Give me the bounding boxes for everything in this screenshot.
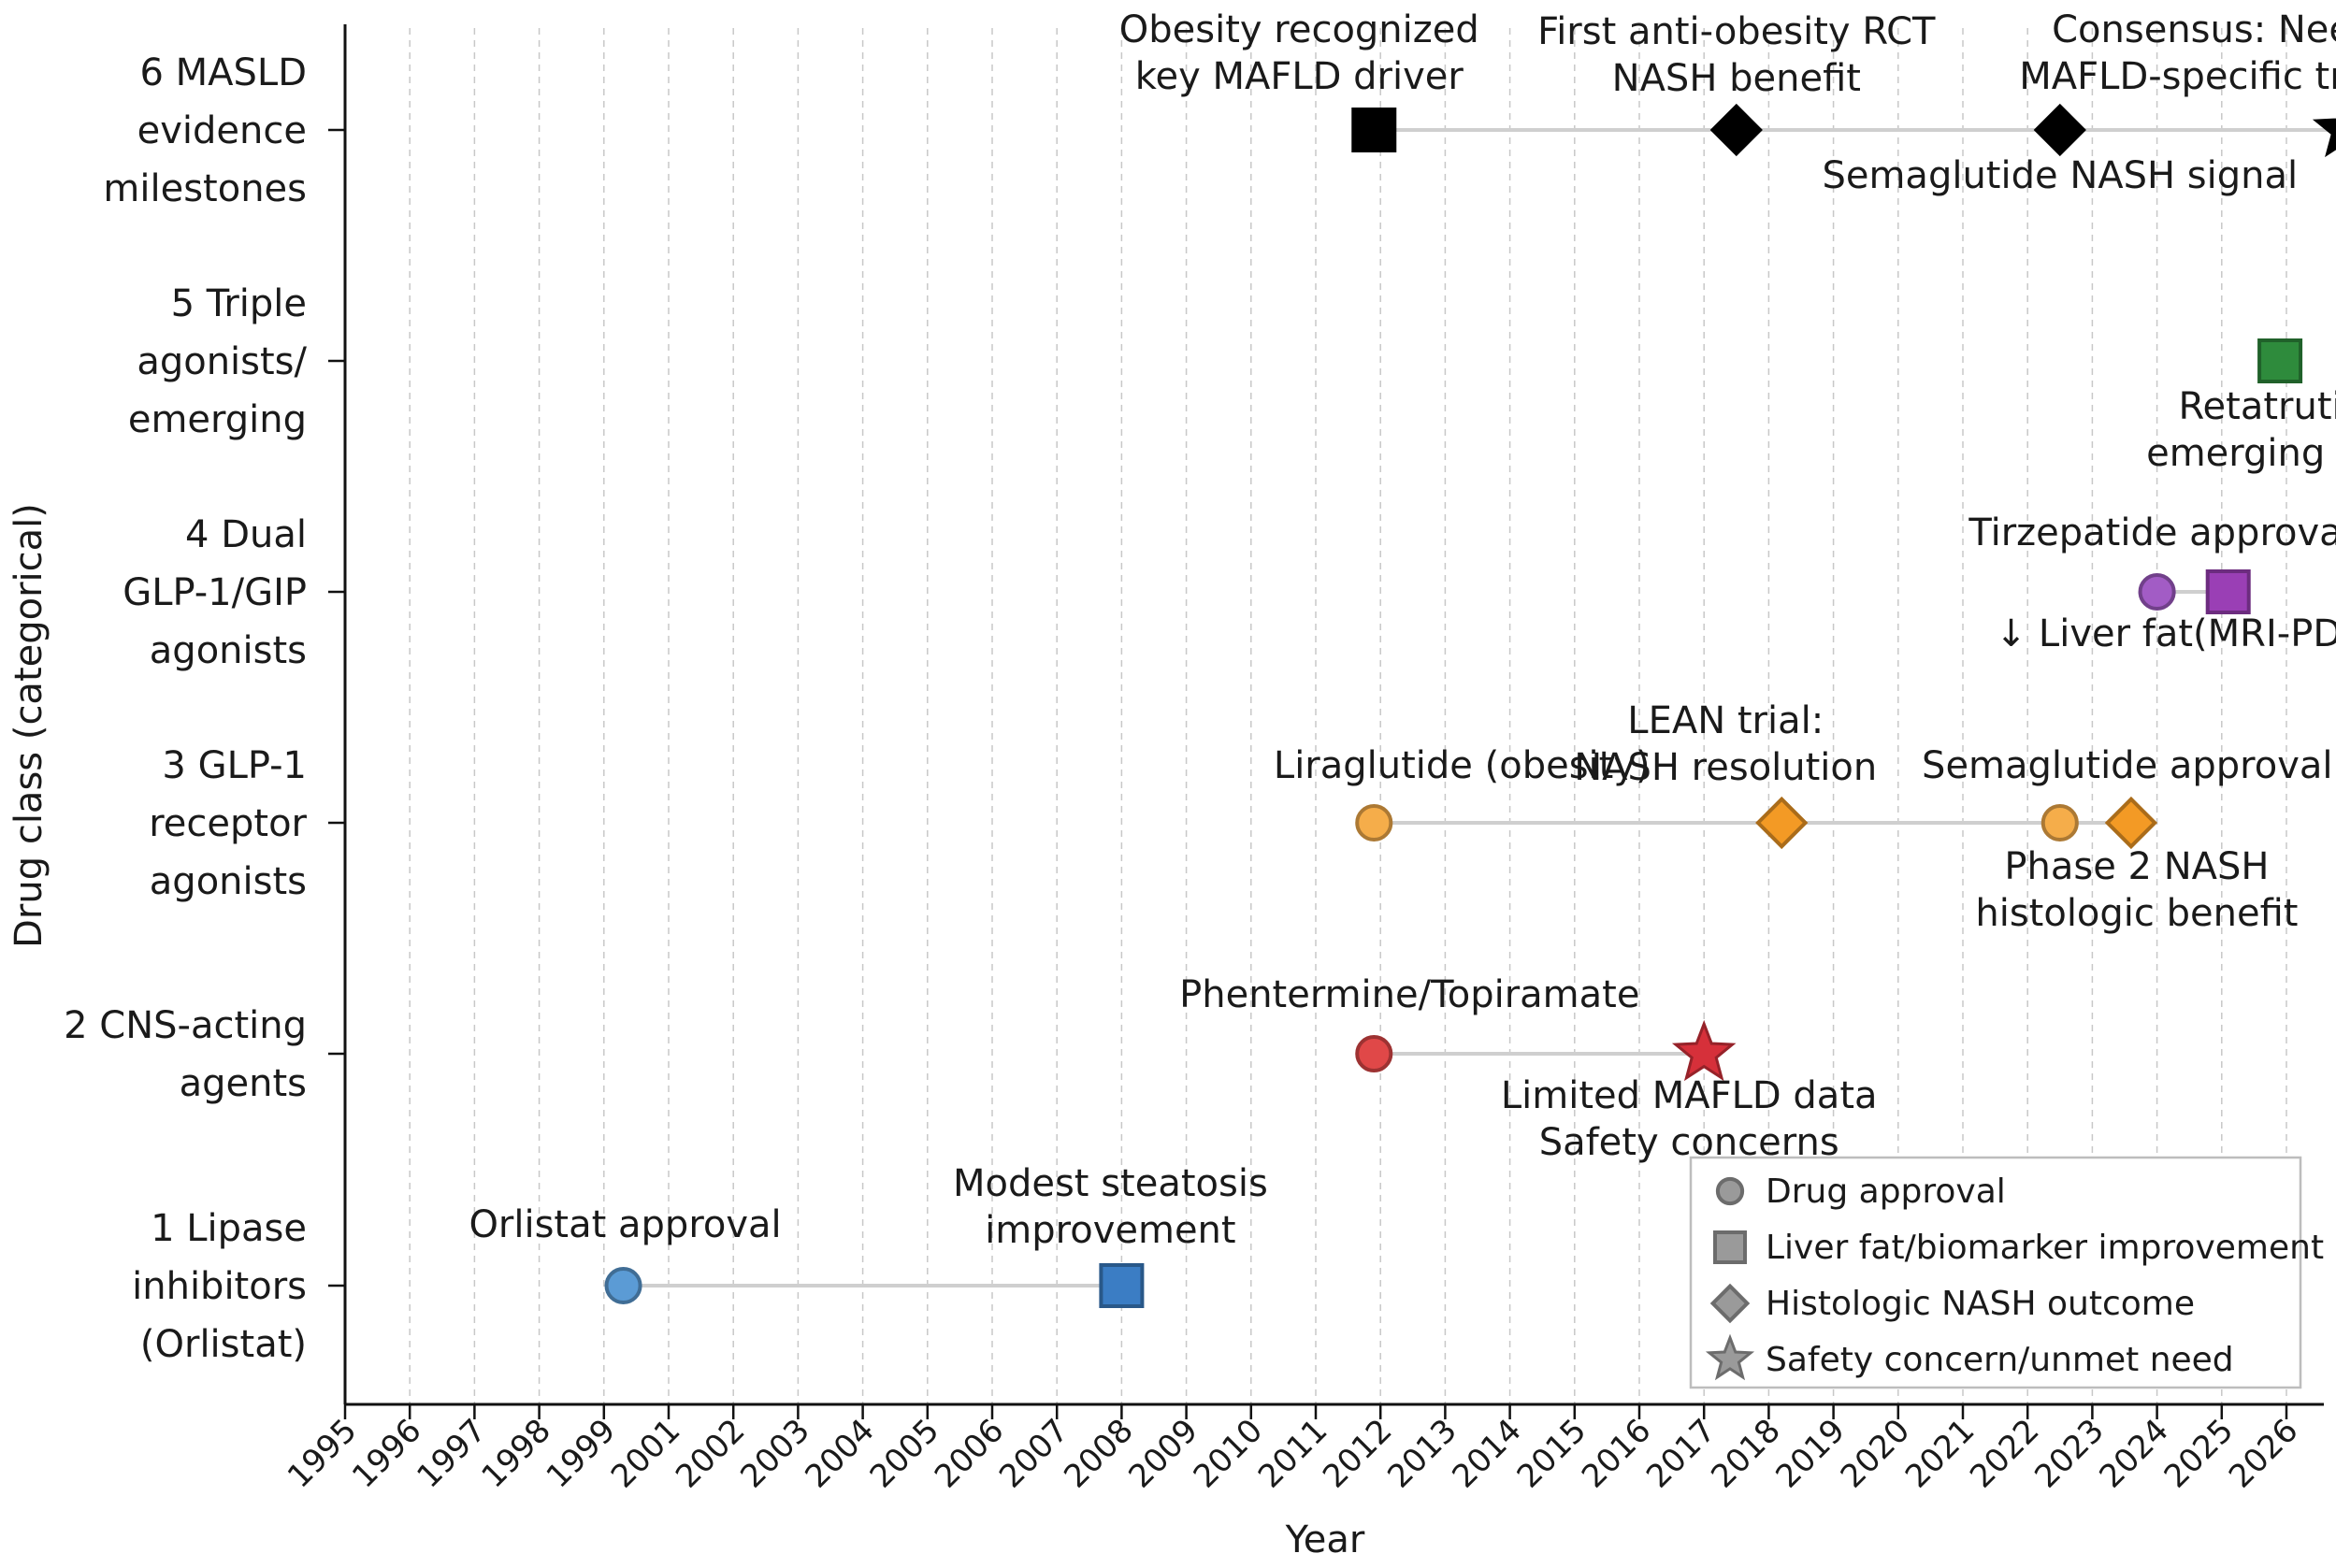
event-label: Retatrutideemerging data bbox=[2146, 385, 2336, 475]
event-marker-square bbox=[2205, 569, 2251, 614]
x-tick-label: 2004 bbox=[798, 1412, 881, 1495]
y-category-label: 1 Lipase inhibitors (Orlistat) bbox=[132, 1207, 307, 1366]
legend-label: Liver fat/biomarker improvement bbox=[1766, 1229, 2324, 1267]
x-tick-label: 2014 bbox=[1445, 1412, 1528, 1495]
event-marker-star bbox=[2312, 118, 2336, 158]
legend-marker-circle bbox=[1715, 1176, 1745, 1206]
x-tick-label: 1995 bbox=[281, 1412, 364, 1495]
y-category-label: 6 MASLD evidence milestones bbox=[103, 51, 307, 210]
event-marker-square bbox=[1351, 108, 1397, 152]
event-marker-diamond bbox=[1709, 103, 1763, 157]
x-tick-label: 1998 bbox=[474, 1412, 557, 1495]
x-tick-label: 2010 bbox=[1187, 1412, 1270, 1495]
x-tick-label: 1997 bbox=[410, 1412, 493, 1495]
x-tick-label: 2009 bbox=[1121, 1412, 1204, 1495]
y-category-label: 4 Dual GLP-1/GIP agonists bbox=[123, 513, 307, 672]
legend-box bbox=[1689, 1156, 2302, 1389]
x-tick-label: 2005 bbox=[863, 1412, 946, 1495]
event-marker-circle bbox=[1355, 803, 1393, 842]
x-tick-label: 2012 bbox=[1316, 1412, 1399, 1495]
x-tick-label: 2003 bbox=[733, 1412, 816, 1495]
x-tick-label: 2026 bbox=[2222, 1412, 2305, 1495]
event-label: Semaglutide NASH signal bbox=[1822, 154, 2298, 197]
x-tick-label: 2025 bbox=[2157, 1412, 2241, 1495]
x-tick-label: 2007 bbox=[992, 1412, 1075, 1495]
y-category-label: 3 GLP-1 receptor agonists bbox=[149, 744, 307, 903]
x-tick-label: 2020 bbox=[1834, 1412, 1917, 1495]
legend-label: Safety concern/unmet need bbox=[1766, 1341, 2234, 1379]
x-tick-label: 1996 bbox=[345, 1412, 428, 1495]
x-tick-label: 2024 bbox=[2092, 1412, 2175, 1495]
event-marker-circle bbox=[604, 1266, 642, 1305]
event-marker-square bbox=[1099, 1263, 1145, 1308]
x-tick-label: 2001 bbox=[604, 1412, 687, 1495]
x-tick-label: 2006 bbox=[928, 1412, 1011, 1495]
event-label: Limited MAFLD data Safety concerns bbox=[1501, 1074, 1878, 1164]
legend-marker-diamond bbox=[1709, 1283, 1751, 1324]
x-tick-label: 2002 bbox=[669, 1412, 752, 1495]
event-label: Modest steatosis improvement bbox=[953, 1162, 1268, 1252]
x-tick-label: 1999 bbox=[540, 1412, 623, 1495]
x-tick-label: 2019 bbox=[1768, 1412, 1852, 1495]
y-category-label: 2 CNS-acting agents bbox=[64, 1004, 307, 1105]
y-category-label: 5 Triple agonists/emerging bbox=[128, 282, 308, 441]
x-tick-label: 2013 bbox=[1380, 1412, 1464, 1495]
legend-label: Histologic NASH outcome bbox=[1766, 1285, 2195, 1323]
event-marker-diamond bbox=[1755, 796, 1809, 850]
x-tick-label: 2016 bbox=[1575, 1412, 1658, 1495]
legend: Drug approval Liver fat/biomarker improve… bbox=[1689, 1156, 2324, 1389]
x-tick-label: 2017 bbox=[1639, 1412, 1723, 1495]
event-label: Semaglutide approval bbox=[1922, 744, 2332, 787]
event-labels: Orlistat approval Modest steatosis improve… bbox=[469, 8, 2336, 1252]
event-label: Liraglutide (obesity) bbox=[1274, 744, 1651, 787]
event-label: ↓ Liver fat(MRI-PDFF) bbox=[1996, 612, 2336, 655]
series-connectors bbox=[623, 128, 2336, 1287]
legend-label: Drug approval bbox=[1766, 1172, 2006, 1211]
event-marker-circle bbox=[2040, 803, 2079, 842]
x-tick-label: 2018 bbox=[1704, 1412, 1787, 1495]
legend-marker-star bbox=[1705, 1333, 1755, 1381]
event-label: Phase 2 NASH histologic benefit bbox=[1975, 845, 2298, 935]
event-label: Consensus: NeedMAFLD-specific trials bbox=[2019, 8, 2336, 98]
x-tick-label: 2023 bbox=[2027, 1412, 2111, 1495]
x-tick-label: 2008 bbox=[1057, 1412, 1140, 1495]
event-marker-square bbox=[2257, 338, 2303, 383]
x-tick-label: 2015 bbox=[1510, 1412, 1593, 1495]
x-tick-label: 2011 bbox=[1251, 1412, 1334, 1495]
event-label: First anti-obesity RCT NASH benefit bbox=[1537, 10, 1936, 100]
event-marker-diamond bbox=[2033, 103, 2086, 157]
x-tick-label: 2022 bbox=[1963, 1412, 2046, 1495]
event-marker-diamond bbox=[2104, 796, 2158, 850]
event-label: Phentermine/Topiramate bbox=[1179, 973, 1639, 1016]
event-markers bbox=[604, 103, 2336, 1308]
y-axis-title: Drug class (categorical) bbox=[7, 503, 50, 948]
event-marker-star bbox=[1671, 1019, 1737, 1082]
event-marker-circle bbox=[1355, 1034, 1393, 1073]
x-axis-title: Year bbox=[1285, 1518, 1365, 1561]
event-label: Orlistat approval bbox=[469, 1203, 781, 1246]
event-marker-circle bbox=[2138, 572, 2176, 611]
event-label: LEAN trial: NASH resolution bbox=[1574, 699, 1877, 789]
x-tick-label: 2021 bbox=[1898, 1412, 1982, 1495]
event-label: Obesity recognized key MAFLD driver bbox=[1119, 8, 1479, 98]
event-label: Tirzepatide approval bbox=[1968, 511, 2336, 554]
legend-marker-square bbox=[1713, 1230, 1747, 1264]
